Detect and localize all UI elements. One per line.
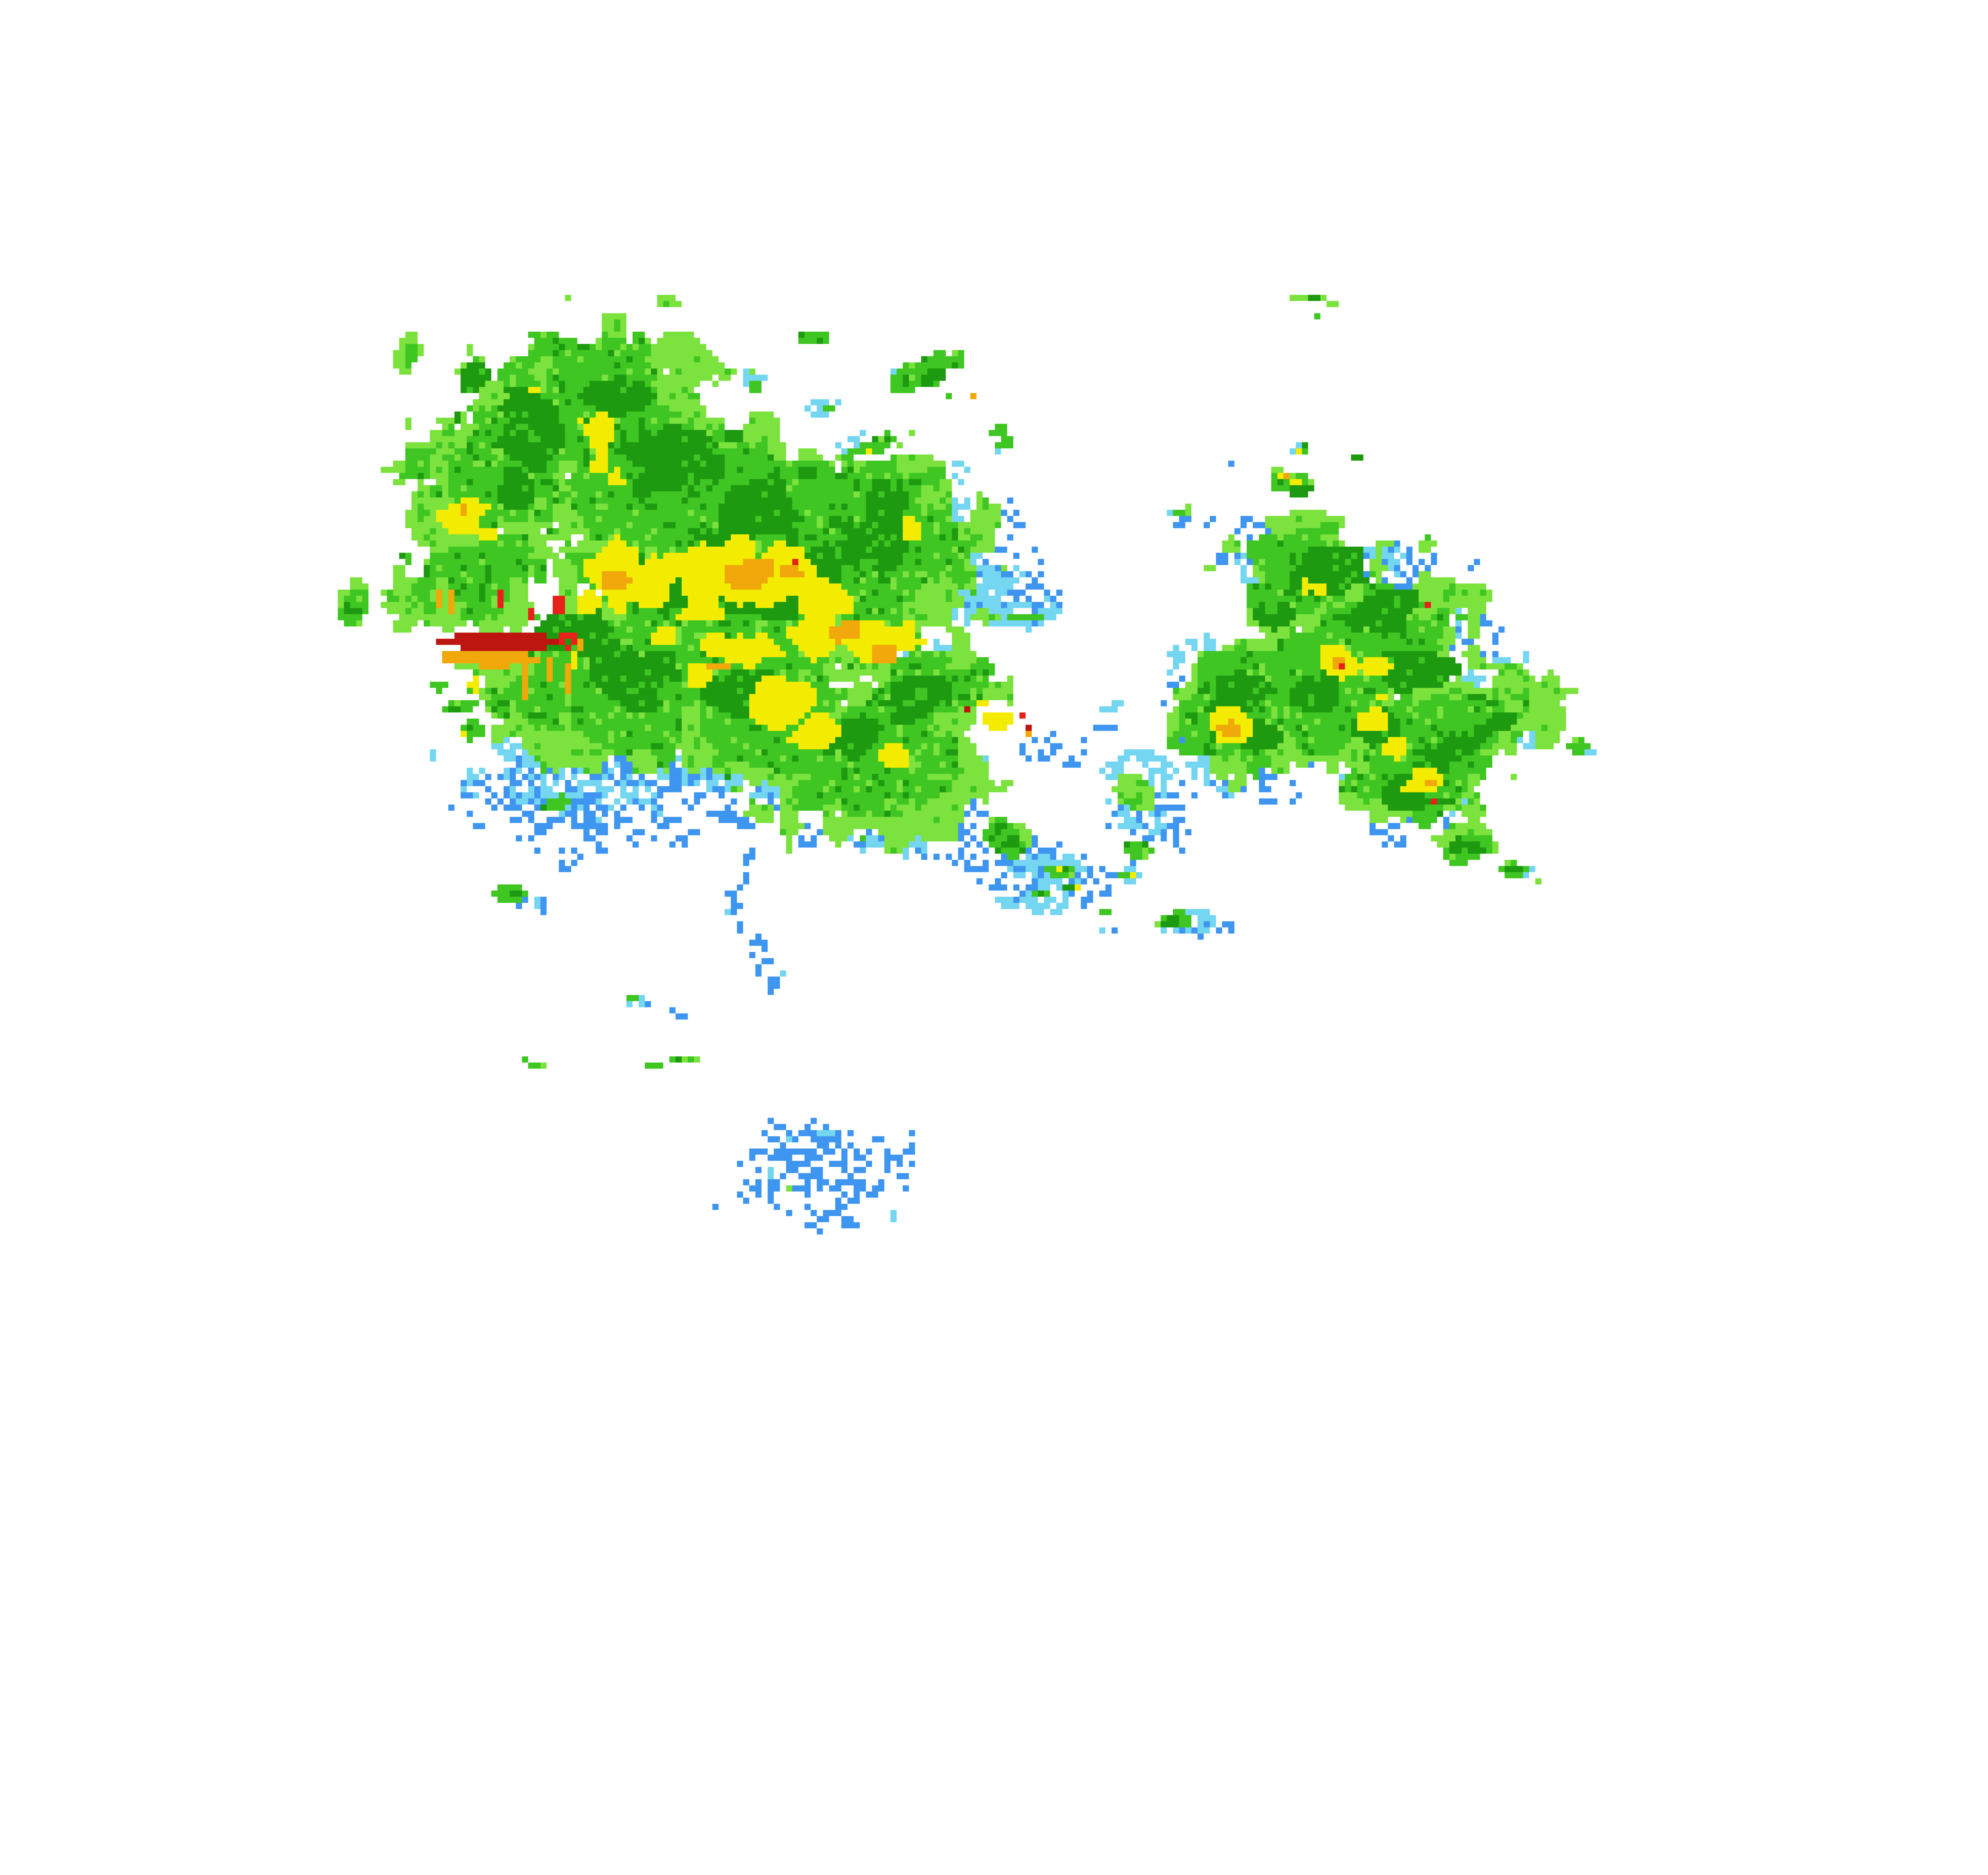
radar-canvas: [0, 0, 1988, 1875]
radar-image: [0, 0, 1988, 1875]
